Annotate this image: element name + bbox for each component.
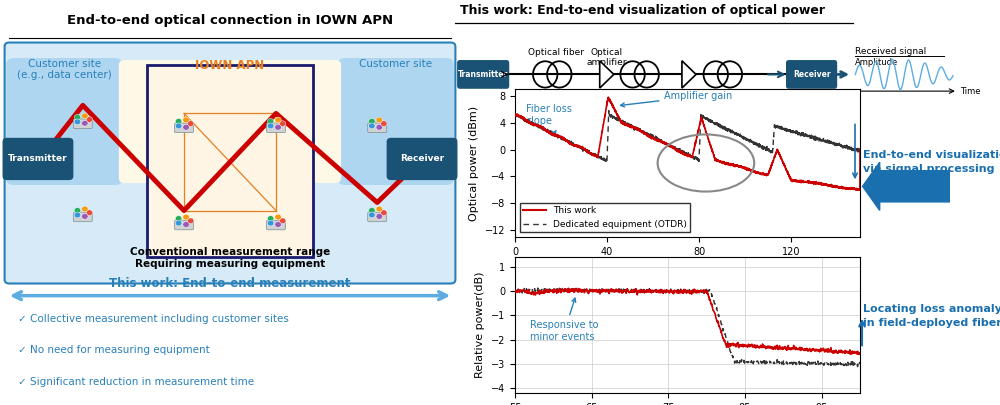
Text: Time: Time [960, 87, 981, 96]
Circle shape [369, 123, 375, 129]
Circle shape [267, 216, 274, 222]
Text: Locating loss anomaly
in field-deployed fiber: Locating loss anomaly in field-deployed … [863, 304, 1000, 328]
FancyBboxPatch shape [5, 43, 455, 284]
Circle shape [187, 121, 194, 126]
Circle shape [82, 120, 88, 126]
Text: Amplitude: Amplitude [855, 58, 899, 67]
FancyArrow shape [863, 162, 950, 211]
Circle shape [183, 222, 189, 227]
Circle shape [86, 117, 93, 122]
Text: Conventional measurement range
Requiring measuring equipment: Conventional measurement range Requiring… [130, 247, 330, 269]
Circle shape [275, 222, 281, 227]
FancyBboxPatch shape [120, 61, 340, 182]
Y-axis label: Relative power(dB): Relative power(dB) [475, 272, 485, 378]
Circle shape [376, 206, 382, 212]
Polygon shape [682, 61, 696, 88]
Text: Customer site: Customer site [359, 59, 432, 69]
Circle shape [82, 113, 88, 119]
Circle shape [376, 213, 382, 219]
FancyBboxPatch shape [267, 123, 285, 132]
Circle shape [175, 216, 182, 222]
Circle shape [86, 210, 93, 215]
Text: Optical fiber: Optical fiber [528, 48, 584, 57]
Text: ✓ Collective measurement including customer sites: ✓ Collective measurement including custo… [18, 314, 289, 324]
Text: Transmitter: Transmitter [458, 70, 508, 79]
Legend: This work, Dedicated equipment (OTDR): This work, Dedicated equipment (OTDR) [520, 202, 690, 232]
Circle shape [275, 117, 281, 123]
Circle shape [74, 212, 81, 218]
Text: ✓ No need for measuring equipment: ✓ No need for measuring equipment [18, 345, 210, 356]
FancyBboxPatch shape [458, 61, 509, 88]
Text: Received signal: Received signal [855, 47, 927, 56]
Circle shape [267, 220, 274, 226]
Bar [147, 65, 313, 257]
FancyBboxPatch shape [3, 139, 73, 179]
Circle shape [279, 218, 286, 224]
FancyBboxPatch shape [7, 59, 122, 184]
Circle shape [183, 124, 189, 130]
Circle shape [267, 119, 274, 124]
Circle shape [381, 210, 387, 215]
Circle shape [267, 123, 274, 129]
Circle shape [175, 220, 182, 226]
Circle shape [369, 212, 375, 218]
Circle shape [369, 119, 375, 124]
Circle shape [279, 121, 286, 126]
FancyBboxPatch shape [387, 139, 457, 179]
Text: Customer site
(e.g., data center): Customer site (e.g., data center) [17, 59, 112, 80]
Text: This work: End-to-end measurement: This work: End-to-end measurement [109, 277, 351, 290]
FancyBboxPatch shape [338, 59, 453, 184]
Circle shape [381, 121, 387, 126]
Text: Receiver: Receiver [400, 154, 444, 164]
Text: Fiber loss
slope: Fiber loss slope [526, 104, 572, 135]
FancyBboxPatch shape [175, 220, 193, 230]
Text: ✓ Significant reduction in measurement time: ✓ Significant reduction in measurement t… [18, 377, 255, 387]
Text: End-to-end visualization
via signal processing: End-to-end visualization via signal proc… [863, 150, 1000, 174]
Circle shape [187, 218, 194, 224]
FancyBboxPatch shape [368, 123, 387, 132]
Circle shape [369, 208, 375, 213]
Circle shape [275, 124, 281, 130]
Text: End-to-end optical connection in IOWN APN: End-to-end optical connection in IOWN AP… [67, 14, 393, 27]
FancyBboxPatch shape [73, 212, 92, 222]
FancyBboxPatch shape [73, 119, 92, 128]
X-axis label: Distance (km): Distance (km) [648, 262, 727, 272]
Circle shape [175, 123, 182, 129]
Text: Receiver: Receiver [793, 70, 830, 79]
Circle shape [82, 206, 88, 212]
Text: Transmitter: Transmitter [8, 154, 68, 164]
Text: This work: End-to-end visualization of optical power: This work: End-to-end visualization of o… [460, 4, 825, 17]
FancyBboxPatch shape [267, 220, 285, 230]
Text: Optical
amplifier: Optical amplifier [587, 48, 627, 68]
Text: Amplifier gain: Amplifier gain [621, 91, 733, 107]
Circle shape [74, 208, 81, 213]
Y-axis label: Optical power (dBm): Optical power (dBm) [469, 105, 479, 221]
Circle shape [175, 119, 182, 124]
Text: Responsive to
minor events: Responsive to minor events [530, 298, 599, 341]
Circle shape [74, 119, 81, 125]
Circle shape [74, 115, 81, 120]
Circle shape [275, 214, 281, 220]
Polygon shape [600, 61, 614, 88]
Circle shape [82, 213, 88, 219]
Circle shape [376, 124, 382, 130]
Text: IOWN APN: IOWN APN [195, 59, 265, 72]
FancyBboxPatch shape [368, 212, 387, 222]
FancyBboxPatch shape [175, 123, 193, 132]
FancyBboxPatch shape [787, 61, 836, 88]
Circle shape [183, 117, 189, 123]
Circle shape [376, 117, 382, 123]
Circle shape [183, 214, 189, 220]
